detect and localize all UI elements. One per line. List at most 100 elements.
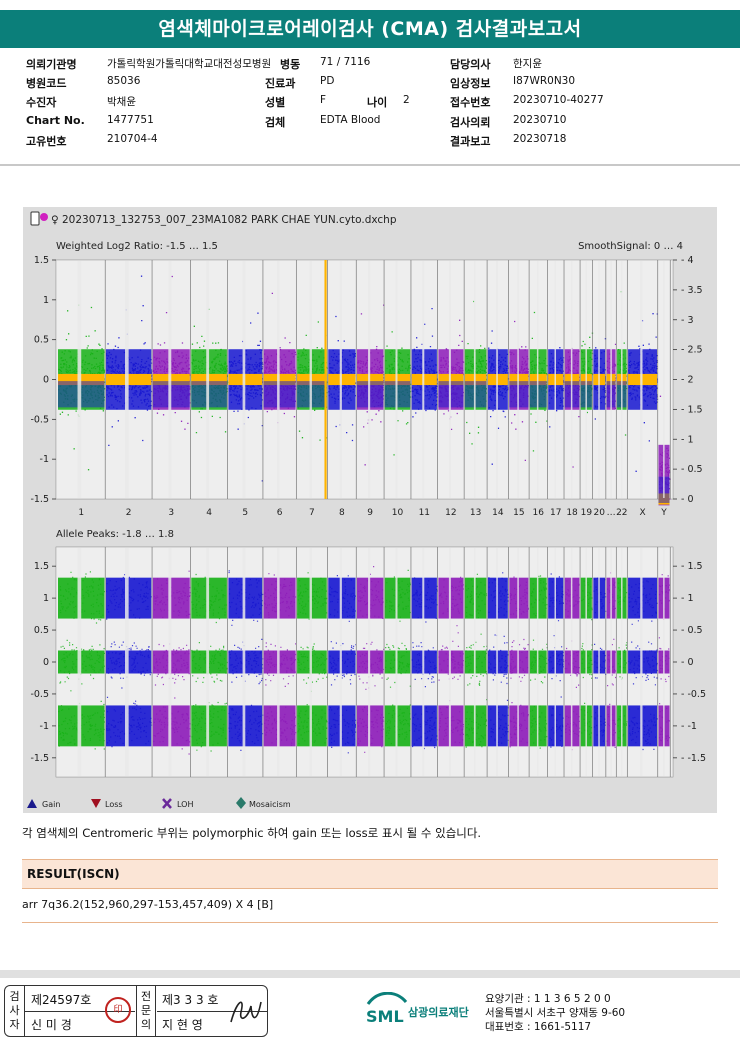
chr-label-13: 13	[470, 508, 481, 518]
log2-chr-10	[384, 260, 412, 499]
handwritten-signature	[230, 1001, 262, 1023]
doctor-label: 담당의사	[450, 58, 491, 71]
patient-value: 박채윤	[107, 96, 136, 108]
smooth-right-tick-label: - 3.5	[681, 285, 703, 296]
allele-chr-19	[580, 547, 593, 777]
allele-chr-21	[606, 547, 617, 777]
smooth-right-tick-label: - 0.5	[681, 464, 703, 475]
legend-loh: LOH	[177, 800, 193, 809]
smooth-right-tick-label: - 2	[681, 375, 694, 386]
log2-chr-22	[617, 260, 628, 499]
allele-left-tick-label: 1.5	[34, 561, 49, 572]
allele-left-tick-label: -1	[40, 721, 49, 732]
report-date-value: 20230718	[513, 133, 567, 145]
allele-right-tick-label: - 1	[681, 593, 694, 604]
allele-chr-18	[564, 547, 581, 777]
receipt-label: 접수번호	[450, 96, 491, 109]
log2-chr-6	[263, 260, 297, 499]
department-label: 진료과	[265, 77, 296, 90]
log2-chr-15	[509, 260, 530, 499]
unique-no-label: 고유번호	[26, 135, 67, 148]
specimen-label: 검체	[265, 116, 286, 129]
smooth-signal-title: SmoothSignal: 0 … 4	[578, 241, 683, 252]
log2-chr-3	[152, 260, 191, 499]
chr-label-12: 12	[445, 508, 456, 518]
allele-chr-1	[58, 547, 106, 777]
cma-chart-panel: ♀ 20230713_132753_007_23MA1082 PARK CHAE…	[23, 207, 717, 813]
allele-chr-16	[529, 547, 548, 777]
unique-no-value: 210704-4	[107, 133, 158, 145]
sml-logo: SML	[364, 991, 408, 1032]
chr-label-3: 3	[168, 508, 174, 518]
allele-chr-9	[357, 547, 385, 777]
log2-chr-16	[529, 260, 548, 499]
log2-chr-Y	[658, 260, 671, 506]
log2-chr-7	[297, 260, 328, 499]
chr-label-18: 18	[566, 508, 578, 518]
allele-chr-13	[464, 547, 488, 777]
chr-label-21: …	[607, 508, 616, 518]
address: 서울특별시 서초구 양재동 9-60	[485, 1007, 626, 1019]
result-divider	[22, 922, 718, 923]
diamond-icon	[236, 797, 246, 809]
ward-label: 병동	[280, 58, 301, 71]
seal-stamp: 印	[105, 997, 131, 1023]
request-label: 검사의뢰	[450, 116, 491, 129]
log2-chr-4	[191, 260, 229, 499]
log2-left-tick-label: -1.5	[30, 494, 49, 505]
allele-chr-15	[509, 547, 530, 777]
report-date-label: 결과보고	[450, 135, 491, 148]
smooth-right-tick-label: - 1	[681, 434, 694, 445]
smooth-right-tick-label: - 2.5	[681, 345, 703, 356]
logo-text: SML	[366, 1007, 404, 1026]
clinical-label: 임상정보	[450, 77, 491, 90]
chr-label-11: 11	[419, 508, 430, 518]
sex-value: F	[320, 94, 327, 106]
log2-ratio-panel	[55, 259, 674, 506]
smooth-right-tick-label: - 0	[681, 494, 694, 505]
result-heading: RESULT(ISCN)	[22, 859, 718, 889]
allele-chr-5	[228, 547, 264, 777]
log2-left-tick-label: 1.5	[34, 255, 49, 266]
allele-chr-6	[263, 547, 297, 777]
log2-chr-1	[58, 260, 106, 499]
care-code: 요양기관 : 1 1 3 6 5 2 0 0	[485, 993, 611, 1005]
log2-left-tick-label: 0	[43, 375, 49, 386]
specialist-license: 제3 3 3 호	[162, 993, 219, 1007]
hospital-code-label: 병원코드	[26, 77, 67, 90]
allele-chr-7	[297, 547, 328, 777]
log2-chr-8	[328, 260, 357, 499]
log2-left-tick-label: -1	[40, 454, 49, 465]
doctor-value: 한지윤	[513, 58, 542, 70]
footer-divider	[0, 970, 740, 978]
chr-label-9: 9	[367, 508, 373, 518]
institution-value: 가톨릭학원가톨릭대학교대전성모병원	[107, 58, 272, 70]
log2-chr-18	[564, 260, 581, 499]
allele-right-tick-label: - -1	[681, 721, 697, 732]
chart-axes: 1.5 1 0.5 0 -0.5 -1 -1.5 - 4 - 3.5 - 3 - 2.5 - 2 - 1…	[30, 255, 706, 764]
request-value: 20230710	[513, 114, 567, 126]
log2-chr-2	[105, 260, 153, 499]
divider	[0, 164, 740, 166]
age-label: 나이	[367, 96, 388, 109]
female-marker-icon	[40, 213, 48, 221]
specialist-name: 지 현 영	[162, 1018, 203, 1032]
cma-chart: ♀ 20230713_132753_007_23MA1082 PARK CHAE…	[27, 211, 706, 809]
allele-chr-3	[152, 547, 191, 777]
phone: 대표번호 : 1661-5117	[485, 1021, 592, 1033]
chart-filename: 20230713_132753_007_23MA1082 PARK CHAE Y…	[62, 214, 397, 226]
sex-label: 성별	[265, 96, 286, 109]
chr-label-8: 8	[339, 508, 345, 518]
department-value: PD	[320, 75, 335, 87]
x-icon	[162, 798, 172, 809]
allele-chr-10	[384, 547, 412, 777]
company-name: 삼광의료재단	[408, 1006, 469, 1019]
chart-legend: Gain Loss LOH Mosaicism	[27, 797, 291, 809]
log2-chr-9	[357, 260, 385, 499]
allele-right-tick-label: - 0	[681, 657, 694, 668]
institution-label: 의뢰기관명	[26, 58, 77, 71]
